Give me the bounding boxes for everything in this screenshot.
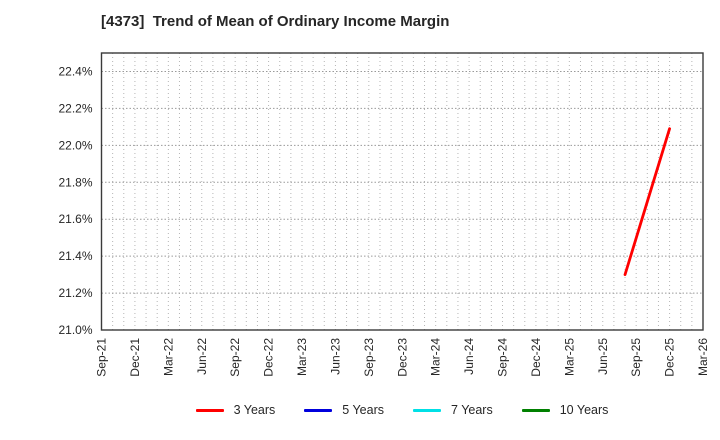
x-tick-label: Dec-21 (128, 338, 142, 377)
x-tick-label: Sep-24 (496, 338, 510, 377)
x-tick-label: Jun-24 (462, 338, 476, 375)
legend-item-7-years: 7 Years (413, 400, 493, 420)
y-tick-label: 21.0% (58, 323, 92, 337)
y-tick-label: 21.4% (58, 249, 92, 263)
legend-item-10-years: 10 Years (521, 400, 609, 420)
y-tick-label: 22.0% (58, 138, 92, 152)
x-tick-label: Sep-23 (362, 338, 376, 377)
x-tick-label: Dec-25 (663, 338, 677, 377)
y-axis-labels: 21.0% 21.2% 21.4% 21.6% 21.8% 22.0% 22.2% 22.4% (58, 64, 92, 337)
legend-label: 3 Years (233, 403, 276, 417)
grid-vertical (112, 53, 693, 330)
y-tick-label: 22.4% (58, 64, 92, 78)
legend-swatch-icon (304, 408, 333, 412)
x-tick-label: Dec-23 (395, 338, 409, 377)
x-tick-label: Mar-24 (429, 338, 443, 376)
legend-swatch-icon (413, 408, 442, 412)
legend-item-3-years: 3 Years (195, 400, 276, 420)
x-tick-label: Mar-23 (295, 338, 309, 376)
y-tick-label: 21.2% (58, 286, 92, 300)
x-tick-label: Dec-22 (262, 338, 276, 377)
legend-swatch-icon (521, 408, 550, 412)
x-tick-label: Sep-22 (228, 338, 242, 377)
legend-label: 7 Years (451, 403, 493, 417)
x-tick-label: Mar-25 (562, 338, 576, 376)
x-axis-labels: Sep-21 Dec-21 Mar-22 Jun-22 Sep-22 Dec-22 Mar-… (95, 338, 711, 377)
x-tick-label: Jun-25 (596, 338, 610, 375)
grid-horizontal (101, 70, 703, 294)
series-line-3-years (623, 127, 671, 277)
x-tick-label: Mar-22 (161, 338, 175, 376)
x-tick-label: Jun-22 (195, 338, 209, 375)
y-tick-label: 21.8% (58, 175, 92, 189)
x-tick-label: Sep-25 (629, 338, 643, 377)
legend-swatch-icon (195, 408, 224, 412)
x-tick-label: Mar-26 (696, 338, 710, 376)
x-tick-label: Dec-24 (529, 338, 543, 377)
legend: 3 Years 5 Years 7 Years 10 Years (101, 400, 703, 420)
x-tick-label: Sep-21 (95, 338, 109, 377)
legend-label: 5 Years (342, 403, 385, 417)
series-lines (623, 127, 671, 277)
x-tick-label: Jun-23 (328, 338, 342, 375)
chart-title: [4373] Trend of Mean of Ordinary Income … (101, 13, 450, 30)
legend-item-5-years: 5 Years (304, 400, 384, 420)
plot-frame (100, 52, 704, 331)
legend-label: 10 Years (559, 403, 609, 417)
y-tick-label: 21.6% (58, 212, 92, 226)
y-tick-label: 22.2% (58, 101, 92, 115)
